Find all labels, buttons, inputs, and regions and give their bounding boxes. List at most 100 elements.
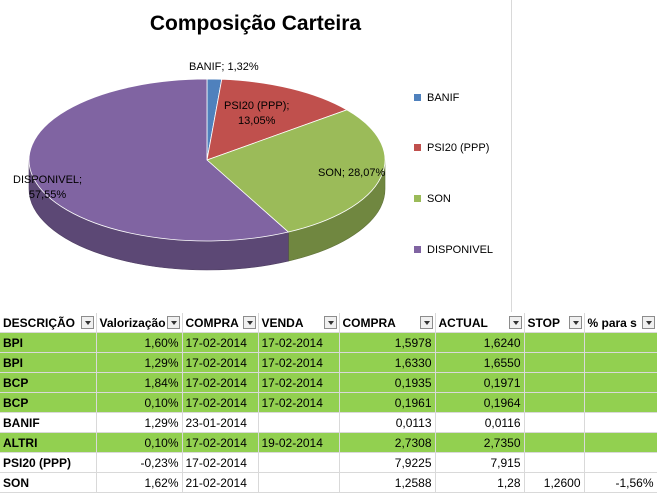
chart-title: Composição Carteira — [149, 12, 362, 35]
table-row: BCP 0,10% 17-02-2014 17-02-2014 0,1961 0,1964 — [0, 392, 657, 413]
header-valorizacao: Valorização — [96, 313, 183, 333]
table-header-row: DESCRIÇÃO Valorização COMPRA VENDA COMPR… — [0, 313, 657, 333]
table-cell[interactable]: 0,0116 — [435, 412, 525, 433]
table-cell[interactable] — [524, 372, 585, 393]
table-cell[interactable]: 17-02-2014 — [258, 392, 340, 413]
table-cell[interactable] — [584, 392, 657, 413]
table-cell[interactable]: 7,9225 — [339, 452, 436, 473]
table-cell[interactable]: 0,10% — [96, 432, 183, 453]
table-cell[interactable]: 21-02-2014 — [182, 472, 259, 493]
table-cell[interactable]: 1,29% — [96, 412, 183, 433]
table-cell[interactable]: ALTRI — [0, 432, 97, 453]
table-cell[interactable]: 0,1961 — [339, 392, 436, 413]
filter-dropdown-icon[interactable] — [641, 316, 655, 329]
table-cell[interactable]: 0,1935 — [339, 372, 436, 393]
table-row: ALTRI 0,10% 17-02-2014 19-02-2014 2,7308 2,73… — [0, 432, 657, 453]
filter-dropdown-icon[interactable] — [166, 316, 180, 329]
table-cell[interactable]: 1,6330 — [339, 352, 436, 373]
table-cell[interactable]: 17-02-2014 — [182, 332, 259, 353]
table-row: BPI 1,29% 17-02-2014 17-02-2014 1,6330 1,6550 — [0, 352, 657, 373]
pie-slice-son — [206, 109, 386, 233]
table-cell[interactable]: 17-02-2014 — [258, 352, 340, 373]
table-cell[interactable]: -1,56% — [584, 472, 657, 493]
legend-item-disponivel: DISPONIVEL — [414, 244, 493, 256]
table-cell[interactable]: 17-02-2014 — [258, 372, 340, 393]
filter-dropdown-icon[interactable] — [508, 316, 522, 329]
table-cell[interactable]: 1,2588 — [339, 472, 436, 493]
sheet-blank-area[interactable] — [512, 0, 657, 312]
table-cell[interactable]: 17-02-2014 — [258, 332, 340, 353]
table-cell[interactable] — [524, 352, 585, 373]
table-cell[interactable]: -0,23% — [96, 452, 183, 473]
filter-dropdown-icon[interactable] — [419, 316, 433, 329]
table-cell[interactable]: 17-02-2014 — [182, 392, 259, 413]
table-cell[interactable]: 7,915 — [435, 452, 525, 473]
table-cell[interactable] — [524, 452, 585, 473]
portfolio-table: DESCRIÇÃO Valorização COMPRA VENDA COMPR… — [0, 313, 657, 493]
table-cell[interactable] — [258, 452, 340, 473]
header-stop: STOP — [524, 313, 585, 333]
table-cell[interactable] — [584, 412, 657, 433]
table-cell[interactable]: 2,7308 — [339, 432, 436, 453]
table-row: PSI20 (PPP) -0,23% 17-02-2014 7,9225 7,915 — [0, 452, 657, 473]
table-cell[interactable]: BCP — [0, 392, 97, 413]
table-cell[interactable]: BANIF — [0, 412, 97, 433]
table-cell[interactable] — [584, 432, 657, 453]
table-cell[interactable] — [584, 372, 657, 393]
header-compra-preco: COMPRA — [339, 313, 436, 333]
pie-slice-disponivel — [28, 78, 290, 242]
table-cell[interactable]: 17-02-2014 — [182, 452, 259, 473]
table-cell[interactable]: 1,5978 — [339, 332, 436, 353]
label-psi20: PSI20 (PPP); 13,05% — [224, 100, 290, 127]
table-cell[interactable]: 1,6240 — [435, 332, 525, 353]
table-cell[interactable] — [584, 332, 657, 353]
table-cell[interactable]: PSI20 (PPP) — [0, 452, 97, 473]
table-cell[interactable]: 1,60% — [96, 332, 183, 353]
table-cell[interactable] — [524, 332, 585, 353]
table-row: BANIF 1,29% 23-01-2014 0,0113 0,0116 — [0, 412, 657, 433]
pie-chart — [28, 78, 386, 271]
filter-dropdown-icon[interactable] — [323, 316, 337, 329]
label-disponivel: DISPONIVEL; 57,55% — [13, 174, 83, 201]
header-actual: ACTUAL — [435, 313, 525, 333]
table-cell[interactable]: 1,84% — [96, 372, 183, 393]
table-cell[interactable]: 17-02-2014 — [182, 432, 259, 453]
table-cell[interactable]: 0,0113 — [339, 412, 436, 433]
filter-dropdown-icon[interactable] — [80, 316, 94, 329]
legend-item-psi20: PSI20 (PPP) — [414, 142, 489, 154]
table-cell[interactable]: 1,2600 — [524, 472, 585, 493]
legend-swatch — [414, 245, 421, 253]
table-cell[interactable]: 1,28 — [435, 472, 525, 493]
table-cell[interactable] — [258, 472, 340, 493]
table-cell[interactable]: SON — [0, 472, 97, 493]
table-cell[interactable] — [258, 412, 340, 433]
table-cell[interactable]: BPI — [0, 352, 97, 373]
table-cell[interactable]: 1,62% — [96, 472, 183, 493]
table-cell[interactable]: 2,7350 — [435, 432, 525, 453]
table-cell[interactable]: 17-02-2014 — [182, 352, 259, 373]
pie-slice-psi20-ppp- — [206, 78, 348, 161]
table-row: BPI 1,60% 17-02-2014 17-02-2014 1,5978 1,6240 — [0, 332, 657, 353]
table-cell[interactable] — [524, 432, 585, 453]
filter-dropdown-icon[interactable] — [242, 316, 256, 329]
label-banif: BANIF; 1,32% — [189, 61, 259, 73]
table-cell[interactable]: 0,1964 — [435, 392, 525, 413]
legend-item-banif: BANIF — [414, 92, 459, 104]
table-cell[interactable]: 0,1971 — [435, 372, 525, 393]
header-compra-data: COMPRA — [182, 313, 259, 333]
table-cell[interactable]: BCP — [0, 372, 97, 393]
table-cell[interactable]: 1,29% — [96, 352, 183, 373]
legend-swatch — [414, 93, 421, 101]
table-cell[interactable] — [524, 392, 585, 413]
table-cell[interactable]: 19-02-2014 — [258, 432, 340, 453]
table-cell[interactable]: 1,6550 — [435, 352, 525, 373]
table-cell[interactable]: 17-02-2014 — [182, 372, 259, 393]
table-cell[interactable] — [524, 412, 585, 433]
filter-dropdown-icon[interactable] — [568, 316, 582, 329]
table-cell[interactable]: BPI — [0, 332, 97, 353]
table-cell[interactable]: 23-01-2014 — [182, 412, 259, 433]
table-cell[interactable]: 0,10% — [96, 392, 183, 413]
legend-swatch — [414, 143, 421, 151]
table-cell[interactable] — [584, 452, 657, 473]
table-cell[interactable] — [584, 352, 657, 373]
